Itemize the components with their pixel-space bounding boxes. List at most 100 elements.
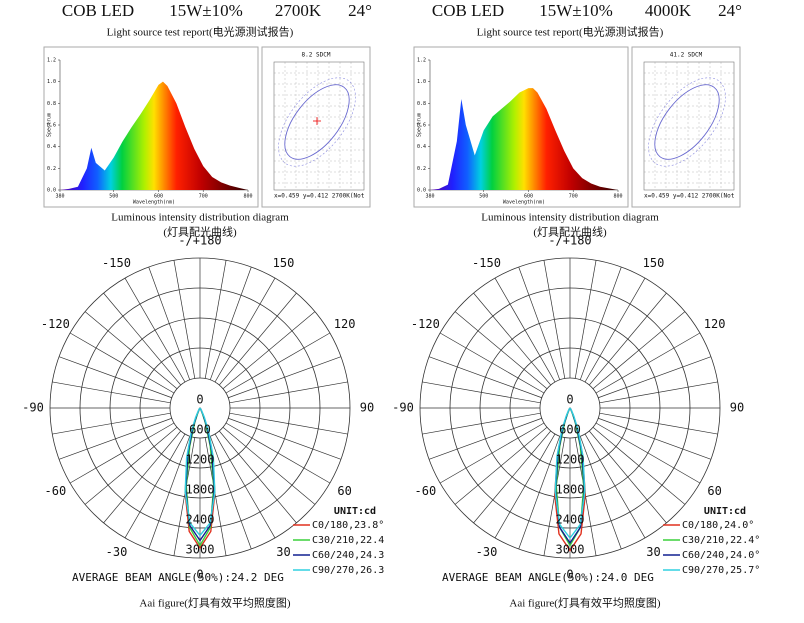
x-axis-label: Wavelength(nm) bbox=[133, 200, 175, 206]
y-tick-label: 0.8 bbox=[47, 101, 56, 107]
ring bbox=[139, 347, 261, 469]
ring bbox=[449, 287, 691, 529]
y-tick-label: 1.2 bbox=[47, 58, 56, 64]
unit-label: UNIT:cd bbox=[334, 506, 376, 517]
angle-label: 90 bbox=[360, 401, 374, 415]
radial-label: 0 bbox=[196, 393, 203, 407]
radial-label: 3000 bbox=[186, 543, 215, 557]
header-text: 15W±10% bbox=[169, 1, 243, 20]
caption: Aai figure(灯具有效平均照度图) bbox=[509, 596, 661, 610]
header-text: 24° bbox=[348, 1, 372, 20]
ring bbox=[109, 317, 291, 499]
y-axis-label: Spectrum bbox=[417, 113, 423, 137]
radial-label: 3000 bbox=[556, 543, 585, 557]
angle-label: -120 bbox=[411, 317, 440, 331]
spectrum-area bbox=[430, 88, 618, 190]
header-text: COB LED bbox=[62, 1, 134, 20]
ring bbox=[509, 347, 631, 469]
y-tick-label: 0.6 bbox=[47, 123, 56, 129]
polar-title: Luminous intensity distribution diagram bbox=[111, 212, 289, 224]
angle-label: 120 bbox=[704, 317, 726, 331]
angle-label: -/+180 bbox=[548, 234, 591, 248]
radial-label: 2400 bbox=[556, 513, 585, 527]
x-tick-label: 600 bbox=[154, 194, 163, 200]
ring bbox=[49, 257, 351, 559]
y-tick-label: 1.0 bbox=[47, 79, 56, 85]
angle-label: -90 bbox=[392, 401, 414, 415]
radial-label: 0 bbox=[566, 393, 573, 407]
y-tick-label: 0.0 bbox=[47, 188, 56, 194]
unit-label: UNIT:cd bbox=[704, 506, 746, 517]
spectrum-area bbox=[60, 81, 248, 190]
legend-label: C0/180,24.0° bbox=[682, 520, 754, 531]
legend-label: C90/270,25.7° bbox=[682, 565, 760, 576]
polar-subtitle: (灯具配光曲线) bbox=[163, 225, 237, 239]
angle-label: 150 bbox=[273, 256, 295, 270]
y-tick-label: 0.0 bbox=[417, 188, 426, 194]
angle-label: -120 bbox=[41, 317, 70, 331]
angle-label: 60 bbox=[707, 484, 721, 498]
angle-label: -/+180 bbox=[178, 234, 221, 248]
radial-label: 1800 bbox=[556, 483, 585, 497]
x-tick-label: 500 bbox=[479, 194, 488, 200]
report-title: Light source test report(电光源测试报告) bbox=[477, 25, 664, 39]
ring bbox=[79, 287, 321, 529]
chroma-plot bbox=[643, 61, 735, 191]
angle-label: 30 bbox=[646, 545, 660, 559]
angle-label: 150 bbox=[643, 256, 665, 270]
macadam-ellipse bbox=[648, 77, 726, 167]
sdcm-label: 41.2 SDCM bbox=[670, 52, 703, 59]
polar-title: Luminous intensity distribution diagram bbox=[481, 212, 659, 224]
beam-angle: AVERAGE BEAM ANGLE(50%):24.2 DEG bbox=[72, 571, 284, 584]
chromaticity-frame bbox=[261, 46, 371, 208]
macadam-ellipse bbox=[654, 84, 720, 160]
report-title: Light source test report(电光源测试报告) bbox=[107, 25, 294, 39]
chroma-plot bbox=[273, 61, 365, 191]
angle-label: -30 bbox=[476, 545, 498, 559]
x-axis-label: Wavelength(nm) bbox=[503, 200, 545, 206]
angle-label: -60 bbox=[415, 484, 437, 498]
x-tick-label: 600 bbox=[524, 194, 533, 200]
y-tick-label: 1.0 bbox=[417, 79, 426, 85]
header-text: 2700K bbox=[275, 1, 322, 20]
header-text: 4000K bbox=[645, 1, 692, 20]
header-text: 24° bbox=[718, 1, 742, 20]
header-text: 15W±10% bbox=[539, 1, 613, 20]
angle-label: -150 bbox=[472, 256, 501, 270]
intensity-curve bbox=[554, 407, 586, 540]
radial-label: 600 bbox=[189, 423, 211, 437]
header-text: COB LED bbox=[432, 1, 504, 20]
ring bbox=[539, 377, 601, 439]
beam-angle: AVERAGE BEAM ANGLE(50%):24.0 DEG bbox=[442, 571, 654, 584]
y-tick-label: 1.2 bbox=[417, 58, 426, 64]
x-tick-label: 700 bbox=[199, 194, 208, 200]
angle-label: -30 bbox=[106, 545, 128, 559]
legend-label: C90/270,26.3 bbox=[312, 565, 384, 576]
angle-label: 0 bbox=[196, 568, 203, 582]
legend-label: C30/210,22.4° bbox=[682, 535, 760, 546]
angle-label: -60 bbox=[45, 484, 67, 498]
chroma-coords: x=0.459 y=0.412 2700K(Not bbox=[644, 193, 735, 200]
x-tick-label: 380 bbox=[425, 194, 434, 200]
angle-label: -90 bbox=[22, 401, 44, 415]
intensity-curve bbox=[184, 407, 216, 537]
angle-label: -150 bbox=[102, 256, 131, 270]
radial-label: 600 bbox=[559, 423, 581, 437]
legend-label: C0/180,23.8° bbox=[312, 520, 384, 531]
ring bbox=[419, 257, 721, 559]
y-tick-label: 0.8 bbox=[417, 101, 426, 107]
ring bbox=[169, 377, 231, 439]
macadam-ellipse bbox=[284, 84, 350, 160]
x-tick-label: 380 bbox=[55, 194, 64, 200]
chromaticity-frame bbox=[631, 46, 741, 208]
ring bbox=[479, 317, 661, 499]
radial-label: 2400 bbox=[186, 513, 215, 527]
chroma-coords: x=0.459 y=0.412 2700K(Not bbox=[274, 193, 365, 200]
y-tick-label: 0.2 bbox=[47, 166, 56, 172]
angle-label: 90 bbox=[730, 401, 744, 415]
legend-label: C60/240,24.3 bbox=[312, 550, 384, 561]
angle-label: 60 bbox=[337, 484, 351, 498]
y-tick-label: 0.4 bbox=[47, 144, 56, 150]
y-tick-label: 0.6 bbox=[417, 123, 426, 129]
